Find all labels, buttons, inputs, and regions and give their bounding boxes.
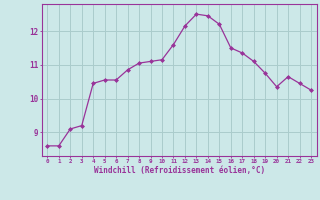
X-axis label: Windchill (Refroidissement éolien,°C): Windchill (Refroidissement éolien,°C) bbox=[94, 166, 265, 175]
